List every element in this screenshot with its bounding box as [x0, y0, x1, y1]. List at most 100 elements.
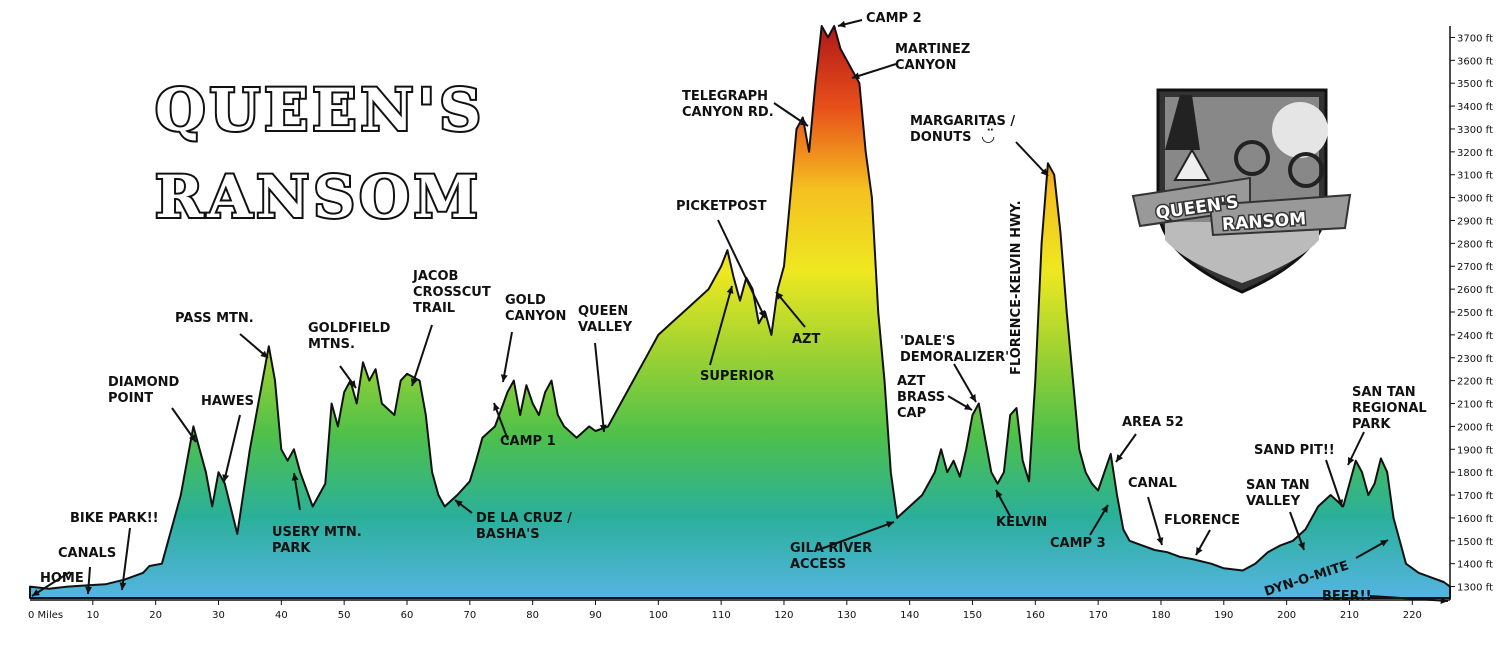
annotation-arrow	[594, 342, 605, 433]
y-tick-label: 2600 ft	[1457, 285, 1493, 296]
x-tick-label: 200	[1277, 610, 1296, 621]
annotation-text: CROSSCUT	[413, 285, 491, 300]
annotation-text: PASS MTN.	[175, 311, 254, 326]
annotation-arrowhead	[1298, 542, 1305, 550]
annotation-text: JACOB	[412, 269, 458, 284]
y-tick-label: 2000 ft	[1457, 422, 1493, 433]
annotation-text: CANALS	[58, 546, 116, 561]
annotation-camp-2: CAMP 2	[837, 11, 922, 28]
annotation-arrowhead	[776, 292, 784, 300]
annotation-area-52: AREA 52	[1115, 415, 1184, 463]
annotation-arrowhead	[726, 286, 734, 294]
annotation-arrowhead	[758, 310, 765, 318]
annotation-text: AREA 52	[1122, 415, 1184, 430]
x-tick-label: 100	[649, 610, 668, 621]
x-tick-label: 110	[712, 610, 731, 621]
annotation-home: HOME	[31, 571, 84, 597]
annotation-arrowhead	[1336, 499, 1343, 507]
annotation-camp-1: CAMP 1	[493, 402, 556, 449]
annotation-text: DE LA CRUZ /	[476, 511, 572, 526]
annotation-text: GILA RIVER	[790, 541, 872, 556]
annotation-arrowhead	[291, 473, 299, 481]
annotation-de-la-cruz-basha-s: DE LA CRUZ /BASHA'S	[454, 499, 572, 542]
annotation-usery-mtn-park: USERY MTN.PARK	[272, 472, 362, 556]
y-tick-label: 2900 ft	[1457, 216, 1493, 227]
annotation-hawes: HAWES	[201, 394, 254, 483]
annotation-text: MARGARITAS /	[910, 114, 1015, 129]
annotation-arrowhead	[189, 434, 196, 442]
annotation-florence-kelvin-hwy: FLORENCE-KELVIN HWY.	[1009, 200, 1024, 375]
annotation-arrow	[1325, 459, 1343, 508]
annotation-text: REGIONAL	[1352, 401, 1427, 416]
annotation-text: SAN TAN	[1352, 385, 1416, 400]
annotation-arrowhead	[493, 403, 500, 411]
x-tick-label: 160	[1026, 610, 1045, 621]
annotation-arrowhead	[969, 394, 976, 402]
elevation-area	[29, 25, 1451, 599]
annotation-text: CAP	[897, 406, 926, 421]
annotation-arrowhead	[1101, 505, 1108, 513]
annotation-text: VALLEY	[1246, 494, 1301, 509]
annotation-text: DIAMOND	[108, 375, 180, 390]
annotation-text: SUPERIOR	[700, 369, 774, 384]
y-tick-label: 1900 ft	[1457, 445, 1493, 456]
annotation-arrow	[851, 63, 897, 79]
annotation-text: FLORENCE	[1164, 513, 1240, 528]
y-tick-label: 2800 ft	[1457, 239, 1493, 250]
y-tick-label: 1300 ft	[1457, 583, 1493, 594]
annotation-text: AZT	[897, 374, 925, 389]
queens-ransom-logo: QUEEN'S RANSOM	[1131, 88, 1352, 294]
annotation-text: GOLD	[505, 293, 546, 308]
annotation-arrow	[1147, 496, 1163, 546]
annotation-arrowhead	[500, 374, 508, 382]
y-tick-label: 1400 ft	[1457, 560, 1493, 571]
annotation-arrowhead	[455, 500, 463, 508]
annotation-arrowhead	[1348, 457, 1355, 465]
annotation-arrow	[1015, 141, 1049, 177]
x-tick-label: 220	[1403, 610, 1422, 621]
annotation-bike-park: BIKE PARK!!	[70, 511, 159, 591]
x-tick-label: 150	[963, 610, 982, 621]
y-tick-label: 3200 ft	[1457, 148, 1493, 159]
axes: 0 Miles 10 20 30 40 50 60 70 80 90 100 110 120 130 140…	[28, 26, 1493, 621]
annotation-text: BRASS	[897, 390, 945, 405]
annotation-arrowhead	[964, 403, 972, 410]
annotation-text: HAWES	[201, 394, 254, 409]
annotation-text: HOME	[40, 571, 84, 586]
annotation-text: CANYON	[505, 309, 566, 324]
annotation-text: GOLDFIELD	[308, 321, 391, 336]
annotation-text: CAMP 2	[866, 11, 922, 26]
annotation-text: CANYON RD.	[682, 105, 774, 120]
y-tick-label: 1500 ft	[1457, 537, 1493, 548]
annotation-text: ACCESS	[790, 557, 846, 572]
annotation-arrowhead	[996, 490, 1003, 498]
annotation-arrowhead	[119, 582, 127, 590]
annotation-camp-3: CAMP 3	[1050, 504, 1109, 551]
bike-wheel-icon	[1288, 152, 1324, 188]
annotation-arrowhead	[410, 378, 418, 386]
annotation-text: DONUTS	[910, 130, 972, 145]
y-tick-label: 1800 ft	[1457, 468, 1493, 479]
x-tick-label: 10	[86, 610, 99, 621]
annotation-text: MTNS.	[308, 337, 355, 352]
annotation-arrow	[817, 521, 895, 551]
annotation-arrow	[223, 414, 241, 483]
y-tick-label: 2700 ft	[1457, 262, 1493, 273]
y-tick-label: 3500 ft	[1457, 79, 1493, 90]
annotation-arrow	[31, 571, 71, 597]
x-tick-label: 30	[212, 610, 225, 621]
annotation-arrow	[121, 527, 131, 591]
annotation-pass-mtn: PASS MTN.	[175, 311, 269, 359]
annotation-arrow	[709, 285, 733, 366]
annotation-text: BIKE PARK!!	[70, 511, 159, 526]
annotation-superior: SUPERIOR	[700, 285, 774, 384]
annotation-text: KELVIN	[996, 515, 1047, 530]
annotation-text: CANAL	[1128, 476, 1177, 491]
x-axis-origin-label: 0 Miles	[28, 610, 63, 621]
